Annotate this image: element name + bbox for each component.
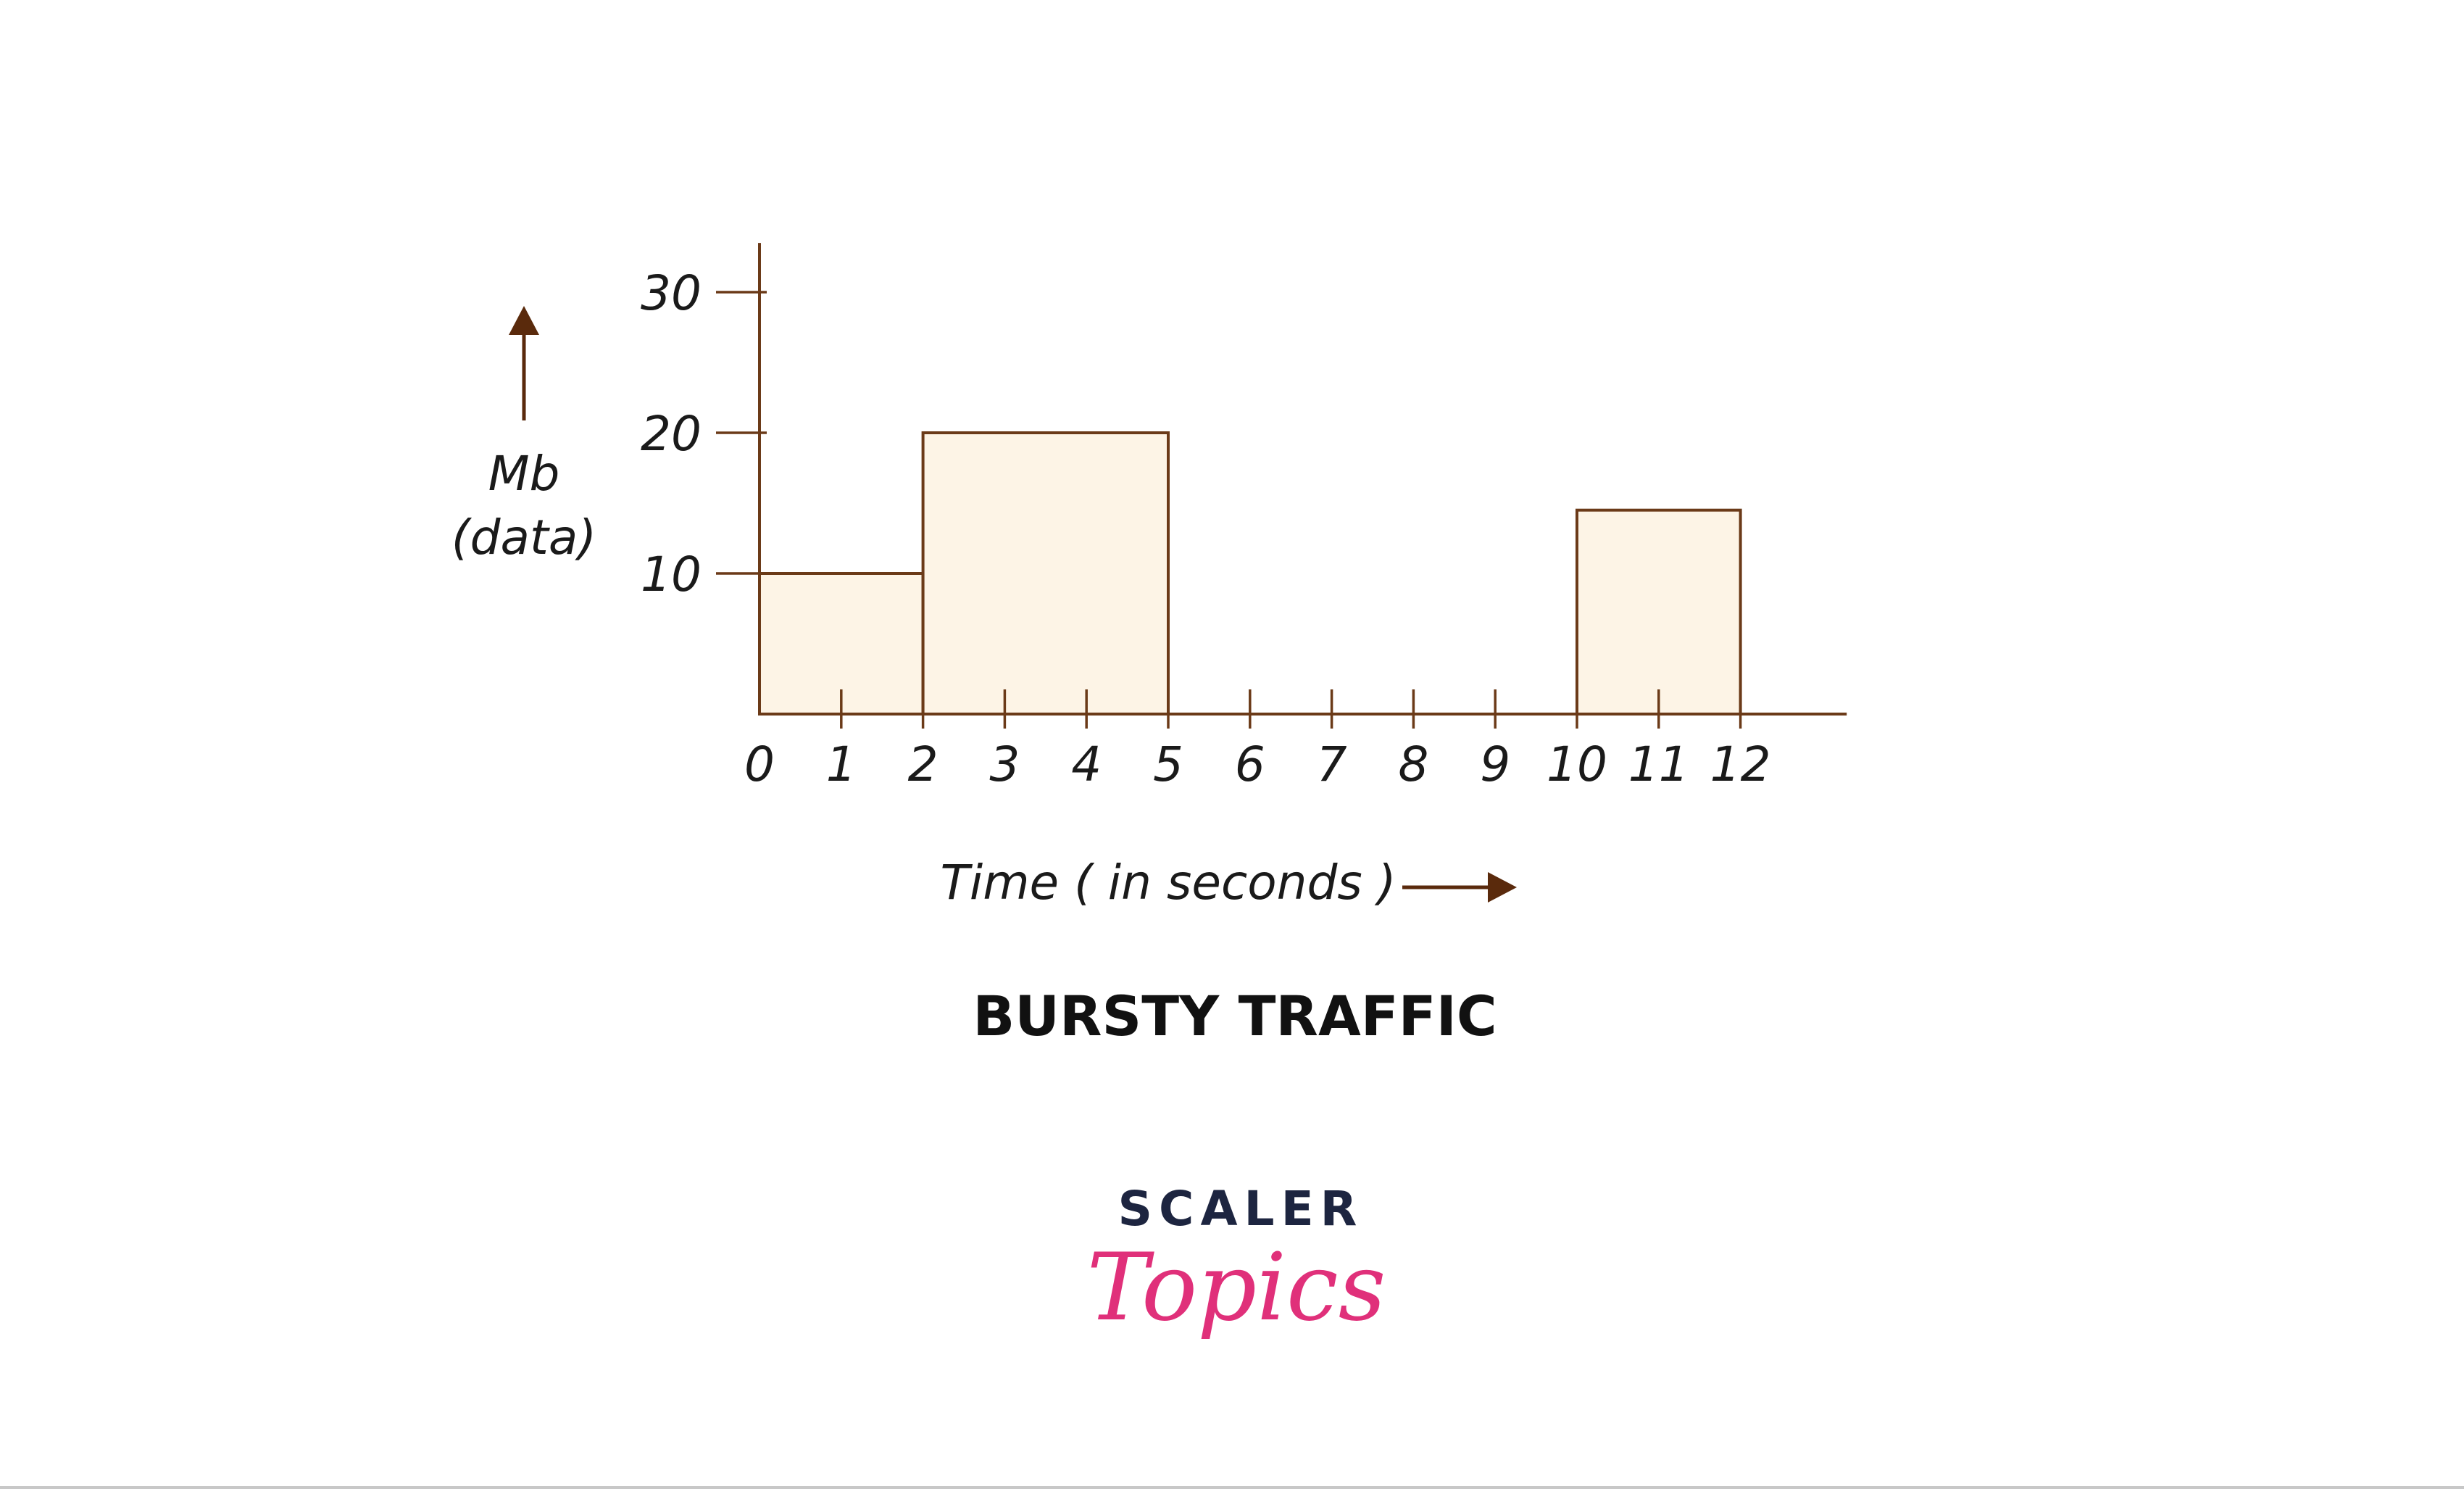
- logo-topics-text: Topics: [1087, 1234, 1386, 1342]
- bar-1: [921, 431, 1170, 716]
- x-axis-label-group: Time ( in seconds ): [941, 855, 1517, 911]
- y-tick-label-30: 30: [641, 265, 702, 321]
- x-tick-label-1: 1: [826, 737, 857, 792]
- x-tick-label-10: 10: [1547, 737, 1607, 792]
- axes-layer: [758, 243, 1847, 716]
- bar-2: [1576, 508, 1742, 716]
- x-tick-label-7: 7: [1317, 737, 1347, 792]
- scaler-topics-logo: SCALER Topics: [1087, 1181, 1386, 1342]
- y-tick-label-10: 10: [641, 547, 702, 602]
- x-tick-label-2: 2: [908, 737, 938, 792]
- y-tick-label-20: 20: [641, 406, 702, 462]
- y-axis-label-line1: Mb: [488, 446, 560, 502]
- chart-title: BURSTY TRAFFIC: [973, 984, 1497, 1048]
- bottom-divider: [0, 1486, 2464, 1489]
- x-tick-label-11: 11: [1628, 737, 1689, 792]
- x-tick-label-8: 8: [1398, 737, 1428, 792]
- ticks-layer: [716, 291, 1742, 729]
- x-tick-label-12: 12: [1710, 737, 1771, 792]
- x-tick-label-6: 6: [1235, 737, 1265, 792]
- x-axis-label: Time ( in seconds ): [941, 855, 1397, 911]
- logo-scaler-text: SCALER: [1117, 1181, 1363, 1237]
- y-axis-arrow-icon: [509, 306, 539, 335]
- x-tick-label-9: 9: [1480, 737, 1510, 792]
- x-tick-label-4: 4: [1071, 737, 1102, 792]
- y-axis-label-group: Mb (data): [451, 306, 596, 565]
- x-tick-label-5: 5: [1153, 737, 1183, 792]
- y-axis-label-line2: (data): [451, 510, 596, 565]
- x-axis-arrow-icon: [1488, 872, 1517, 903]
- bars-layer: [758, 431, 1742, 716]
- x-tick-label-0: 0: [744, 737, 775, 792]
- x-tick-label-3: 3: [989, 737, 1020, 792]
